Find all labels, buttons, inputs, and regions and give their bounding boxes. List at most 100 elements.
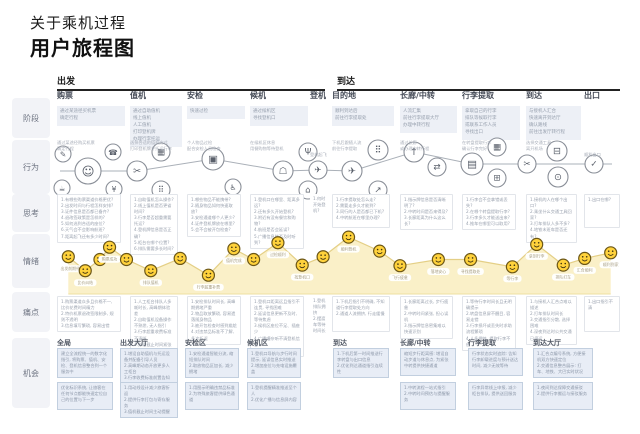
emotion-label: 值机完成 <box>226 258 242 263</box>
stage-name-6: 长廊/中转 <box>400 91 435 100</box>
emotion-face-icon <box>463 252 478 267</box>
check-icon: ✓ <box>584 154 604 174</box>
emotion-label: 行李超重补费 <box>197 285 220 290</box>
arrow-up-icon: ↑ <box>403 141 425 163</box>
svg-text:↑: ↑ <box>410 147 418 158</box>
stage-name-1: 值机 <box>130 91 146 100</box>
emotion-face-icon <box>373 244 387 258</box>
page-subtitle: 用户旅程图 <box>30 36 135 60</box>
emotion-face-icon <box>530 237 544 251</box>
emotion-label-bubble <box>139 279 162 287</box>
emotion-face-icon <box>119 252 134 267</box>
opportunity-header-7: 到达大厅 <box>533 339 561 347</box>
emotion-label-bubble <box>57 265 84 273</box>
emotion-label: 比价纠结 <box>77 280 93 285</box>
utensils-icon: Ψ <box>298 142 318 162</box>
emotion-face-icon <box>144 264 158 278</box>
svg-text:↗: ↗ <box>374 186 381 196</box>
row-label-3: 情绪 <box>12 234 50 288</box>
carousel-icon: ▦ <box>487 137 507 157</box>
checkin-icon: ✂ <box>126 160 148 182</box>
emotion-label-bubble <box>427 268 450 276</box>
transfer-icon: ⇄ <box>427 157 447 177</box>
pain-box-4: 1.登机排队拥挤 2.摆渡车等待时间长 <box>310 296 332 337</box>
svg-text:⇄: ⇄ <box>433 163 440 173</box>
opportunity-header-6: 行李提取 <box>468 339 496 347</box>
emotion-label: 购票成功 <box>102 257 118 262</box>
svg-text:⌂: ⌂ <box>305 186 310 196</box>
opportunity-box-0-0: 建立全流程统一的数字化指引, 将购票、值机、安检、登机信息整合到一个服务中 <box>57 348 113 379</box>
people-icon: ⠿ <box>367 139 389 161</box>
behavior-note-1: 选择合适的值机方式 打印登机牌并托运行李 <box>130 140 172 151</box>
emotion-face-icon <box>505 260 519 274</box>
emotion-label: 找登机口 <box>294 274 310 279</box>
stage-name-5: 目的地 <box>332 91 356 100</box>
emotion-face-icon <box>316 250 330 264</box>
opportunity-box-4-0: 1.下机后第一时间推送行李转盘与出口信息 2.优化到达通道指引连续性 <box>333 348 389 379</box>
emotion-label-bubble <box>193 283 224 291</box>
svg-text:✓: ✓ <box>590 160 597 170</box>
stage-name-0: 购票 <box>57 91 73 100</box>
emotion-label-bubble <box>573 266 596 274</box>
emotion-label: 出发前期待 <box>61 266 81 271</box>
svg-text:⠿: ⠿ <box>375 145 382 156</box>
stage-desc-8: 与接机人汇合 快速离开到达厅 确认路线 前往出发厅转行程 <box>526 106 581 140</box>
opportunity-box-7-1: 1.夜间到达保障交通接驳 2.提供行李搬运与接驳服务 <box>533 382 593 410</box>
plane-landing-icon: ✈ <box>341 160 363 182</box>
svg-text:☕: ☕ <box>59 184 66 193</box>
emotion-face-icon <box>61 250 75 264</box>
scanner-icon: ▣ <box>201 147 225 171</box>
emotion-label: 寻找提取处 <box>461 269 481 274</box>
stage-desc-5: 顺利到达后 前往行李提取处 <box>332 106 394 126</box>
opportunity-box-7-0: 1.汇合点编号系统, 方便接机双方快速定位 2.交通信息整合展示: 打车、地铁、… <box>533 348 593 379</box>
behavior-note-9: 顺利出口 <box>584 152 601 157</box>
emotion-face-icon <box>295 258 309 272</box>
svg-text:▦: ▦ <box>493 143 501 153</box>
seat-icon: ☖ <box>272 160 294 182</box>
pencil-icon: ✎ <box>54 145 72 163</box>
page-title: 关于乘机过程 <box>30 14 127 32</box>
row-label-0: 阶段 <box>12 98 50 138</box>
stage-desc-6: 人流汇集 前往行李提取大厅 办理中转行程 <box>400 106 457 133</box>
emotion-label: 落地安心 <box>431 269 447 274</box>
behavior-note-0: 通过某途径购买机票 确定行程 <box>57 140 95 151</box>
person-icon: ☺ <box>74 157 102 185</box>
train-icon: ⊟ <box>546 140 568 162</box>
opportunity-box-6-1: 行李异常线上申报, 减少柜台排队, 提供送回服务 <box>468 382 523 410</box>
svg-text:☎: ☎ <box>108 148 117 157</box>
stage-desc-7: 拿取自己的行李 排队等候取行李 或联系工作人员 寻找出口 <box>462 106 520 140</box>
svg-text:✈: ✈ <box>348 166 356 177</box>
opportunity-header-2: 安检区 <box>185 339 206 347</box>
luggage-icon: ▤ <box>460 152 484 176</box>
emotion-label-bubble <box>98 255 121 263</box>
pain-box-7: 1.等待行李时间长且无明确提示 2.转盘信息屏不醒目, 容易走错 3.行李损坏或… <box>462 296 516 351</box>
svg-text:▦: ▦ <box>157 148 165 158</box>
behavior-note-6: 通过长廊 或办理中转行程 <box>400 140 430 151</box>
emotion-label-bubble <box>552 273 575 281</box>
opportunity-box-2-1: 1.用图示明确违禁品标准 2.为特殊旅客提供绿色通道 <box>185 382 239 410</box>
svg-text:✎: ✎ <box>60 150 66 159</box>
pain-box-6: 1.长廊距离过长, 步行疲惫 2.中转时间紧张, 担心误机 3.指示牌信息密集难… <box>400 296 453 339</box>
svg-text:¥: ¥ <box>112 185 117 194</box>
think-box-0: 1.有哪些购票渠道价格更优? 2.出发时间与行程怎样安排? 3.证件信息是否都已… <box>57 194 121 243</box>
svg-text:Ψ: Ψ <box>305 148 312 158</box>
emotion-face-icon <box>78 264 92 278</box>
behavior-note-7: 在转盘提取行李 确认行李完好 <box>462 140 492 151</box>
opportunity-box-3-1: 1.登机提醒精准推送至个人 2.优化广播与信息屏内容 <box>247 382 301 410</box>
behavior-note-2: 个人物品过检 配合安检人员检查 <box>187 140 221 151</box>
svg-text:♿: ♿ <box>230 183 237 192</box>
row-label-4: 痛点 <box>12 292 50 332</box>
emotion-face-icon <box>201 268 216 282</box>
think-box-5: 1.行李提取处怎么走? 2.需要走多久才能到? 3.同行的人是否都已下机? 4.… <box>332 194 390 228</box>
emotion-face-icon <box>173 251 187 265</box>
svg-text:⊟: ⊟ <box>553 146 561 157</box>
emotion-face-icon <box>227 242 241 256</box>
opportunity-header-5: 长廊/中转 <box>400 339 431 347</box>
pain-box-8: 1.与接机人汇合点难以描述 2.打车排队时间长 3.交通指引分散, 选择困难 4… <box>526 296 577 345</box>
think-box-8: 1.接机的人在哪个出口? 2.乘坐什么交通工具回家? 3.打车排队人多不多? 4… <box>526 194 577 243</box>
opportunity-box-5-0: 缩短步行距离感: 增设自动步道与休息点, 为紧张中转提供快捷通道 <box>400 348 456 376</box>
emotion-label: 排队打车 <box>555 274 571 279</box>
emotion-label: 等行李 <box>507 276 519 281</box>
pain-box-1: 1.人工柜台排队人多耗时长, 高峰期体验差 2.自助值机设备操作不熟悉, 无人指… <box>130 296 178 357</box>
